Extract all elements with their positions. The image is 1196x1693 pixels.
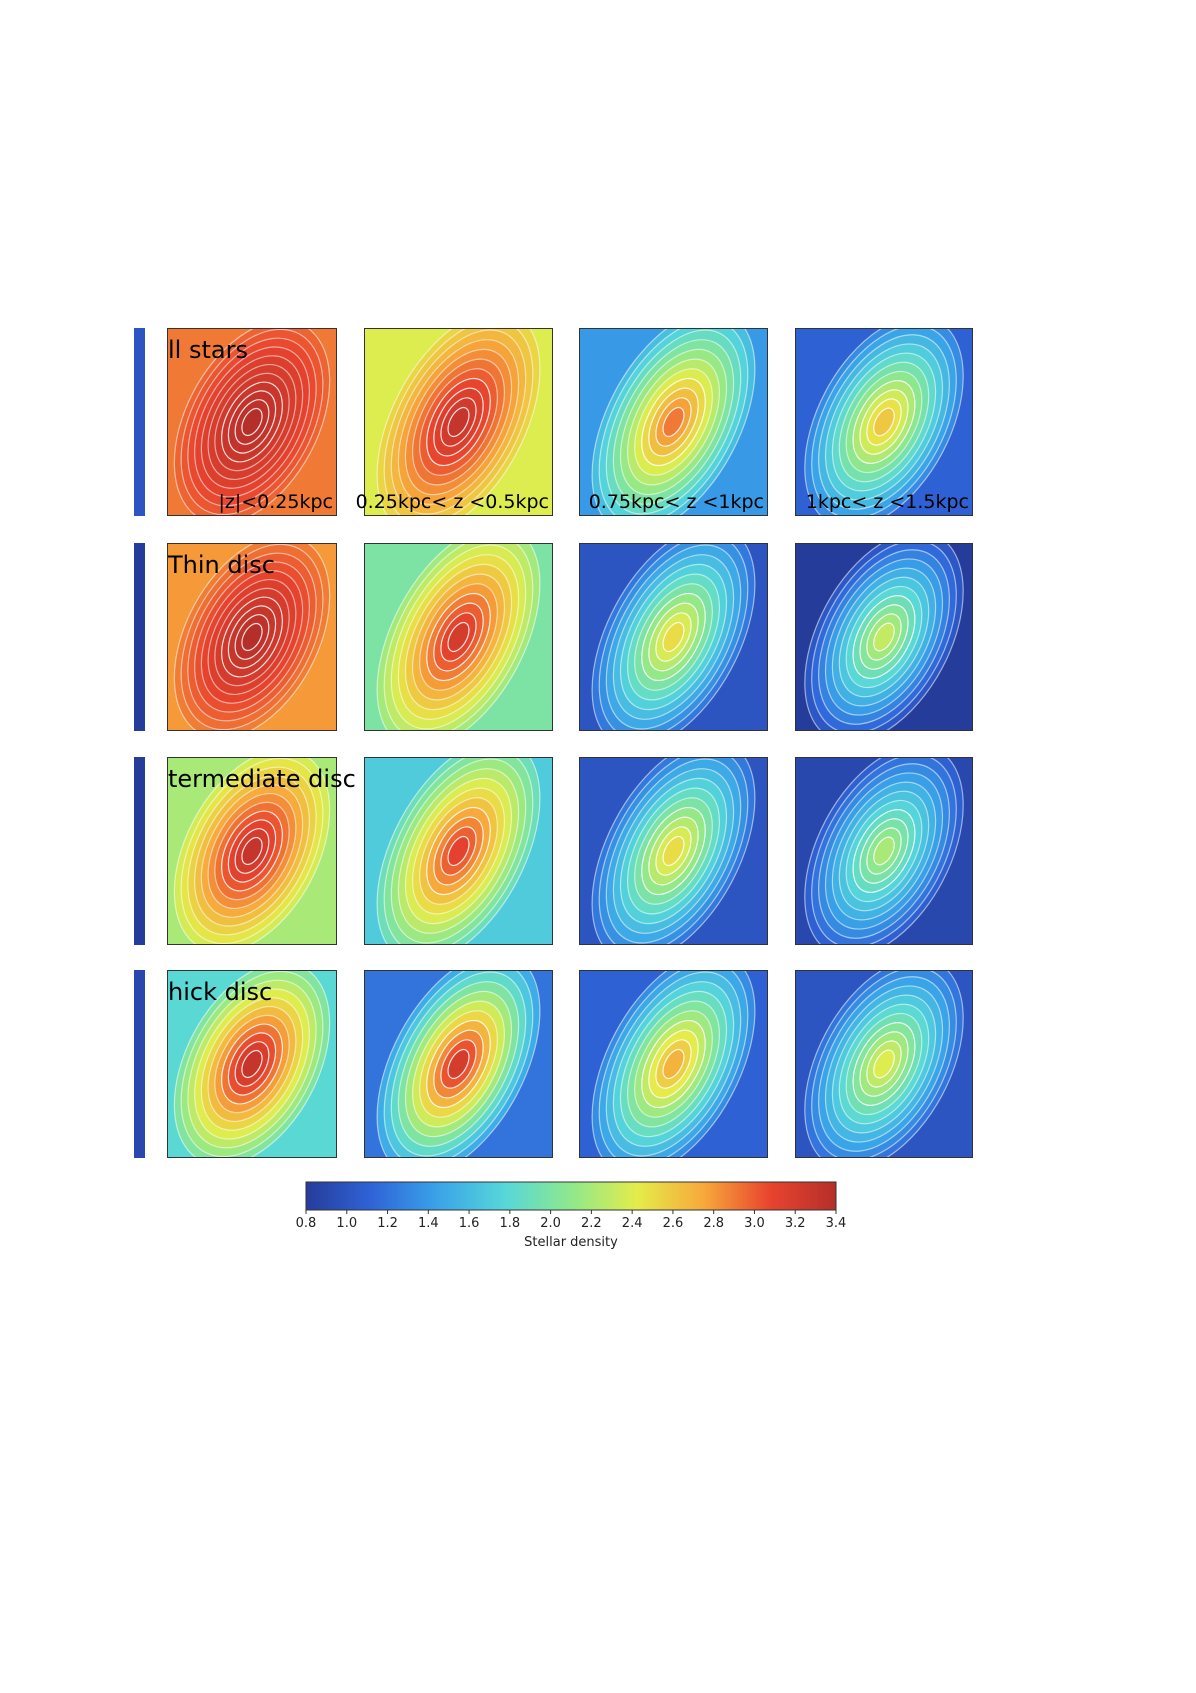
column-label: 0.25kpc< z <0.5kpc [356,491,549,513]
panel-frame [579,543,768,731]
panel-frame [167,328,337,516]
partial-panel-strip [134,543,145,731]
panel-frame [167,757,337,945]
density-contour [241,836,263,866]
density-panel-r3-c4 [795,757,973,945]
density-panel-r2-c4 [795,543,973,731]
density-contour [447,1048,470,1080]
density-panel-r4-c4 [795,970,973,1158]
partial-panel-strip [134,970,145,1158]
colorbar-tick-label: 2.4 [622,1216,643,1231]
partial-panel-strip [134,757,145,945]
colorbar-tick-label: 1.0 [336,1216,357,1231]
column-label: 1kpc< z <1.5kpc [806,491,969,513]
panel-frame [364,970,553,1158]
panel-frame [795,543,973,731]
density-contour [662,406,685,438]
colorbar-tick-label: 3.4 [826,1216,847,1231]
density-contour [241,1049,263,1079]
panel-frame [364,543,553,731]
panel-frame [795,328,973,516]
density-panel-r4-c1: hick disc [167,970,337,1158]
density-panel-r1-c1: ll stars |z|<0.25kpc [167,328,337,516]
density-contour [447,835,470,867]
colorbar-tick-label: 3.0 [744,1216,765,1231]
density-panel-r2-c2 [364,543,553,731]
density-panel-r3-c2 [364,757,553,945]
row-label: Thin disc [167,551,275,579]
density-contour [873,622,895,652]
colorbar-tick-label: 2.0 [540,1216,561,1231]
density-contour [241,407,263,437]
colorbar-tick-label: 2.2 [581,1216,602,1231]
density-contour [662,835,685,867]
density-contour [662,1048,685,1080]
density-contour [447,406,470,438]
colorbar-gradient [305,1181,837,1211]
density-contour [873,407,895,437]
panel-frame [579,970,768,1158]
colorbar-tick-label: 2.6 [663,1216,684,1231]
panel-frame [364,757,553,945]
density-panel-r1-c4: 1kpc< z <1.5kpc [795,328,973,516]
column-label: |z|<0.25kpc [218,491,333,513]
density-panel-r4-c3 [579,970,768,1158]
density-panel-r3-c1: termediate disc [167,757,356,945]
colorbar: 0.8 1.0 1.2 1.4 1.6 1.8 2.0 2.2 2.4 2.6 2.8 3.0 3.2 3… [296,1181,847,1250]
panel-frame [167,970,337,1158]
row-label: hick disc [168,978,272,1006]
panel-frame [795,970,973,1158]
panel-frame [364,328,553,516]
colorbar-tick-label: 1.6 [459,1216,480,1231]
panel-frame [579,757,768,945]
density-panel-r2-c3 [579,543,768,731]
density-panel-r1-c3: 0.75kpc< z <1kpc [579,328,768,516]
density-contour [662,621,685,653]
colorbar-tick-label: 1.8 [500,1216,521,1231]
panel-frame [579,328,768,516]
colorbar-tick-label: 1.2 [377,1216,398,1231]
density-panel-r1-c2: 0.25kpc< z <0.5kpc [356,328,553,516]
colorbar-tick-label: 1.4 [418,1216,439,1231]
panel-frame [167,543,337,731]
panel-frame [795,757,973,945]
density-panel-r2-c1: Thin disc [167,543,337,731]
density-panel-r4-c2 [364,970,553,1158]
density-contour [873,836,895,866]
row-label: termediate disc [168,765,356,793]
colorbar-tick-label: 3.2 [785,1216,806,1231]
colorbar-tick-label: 2.8 [703,1216,724,1231]
colorbar-title: Stellar density [524,1235,618,1250]
density-contour [241,622,263,652]
density-contour [447,621,470,653]
colorbar-tick-label: 0.8 [296,1216,317,1231]
partial-panel-strip [134,328,145,516]
column-label: 0.75kpc< z <1kpc [589,491,764,513]
density-panel-r3-c3 [579,757,768,945]
panel-grid: ll stars |z|<0.25kpc 0.25kpc< z <0.5kpc 0.7… [134,328,973,1158]
density-contour [873,1049,895,1079]
row-label: ll stars [168,336,248,364]
